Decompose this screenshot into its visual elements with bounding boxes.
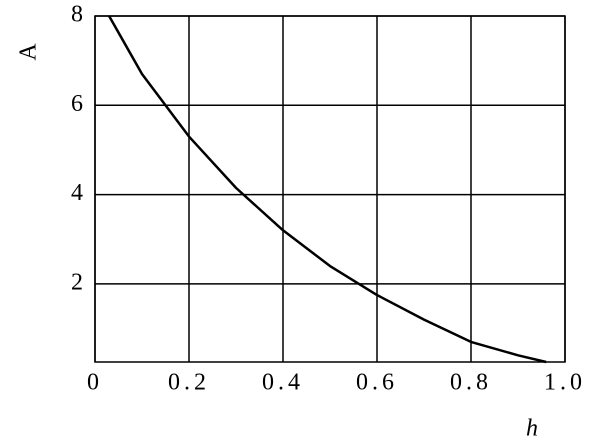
data-line	[108, 15, 547, 364]
x-tick-label: 0.6	[356, 370, 398, 396]
plot-frame	[94, 15, 566, 363]
y-tick-label: 4	[71, 180, 83, 206]
x-tick-label: 0.8	[450, 370, 492, 396]
x-tick-label: 0.2	[168, 370, 210, 396]
x-tick-label: 0	[87, 370, 103, 396]
y-tick-label: 2	[71, 269, 83, 295]
x-axis-label: h	[526, 416, 538, 442]
x-tick-label: 0.4	[262, 370, 304, 396]
y-tick-label: 6	[71, 91, 83, 117]
y-axis-label: A	[16, 43, 42, 61]
y-tick-label: 8	[71, 2, 83, 28]
x-tick-label: 1.0	[544, 370, 586, 396]
